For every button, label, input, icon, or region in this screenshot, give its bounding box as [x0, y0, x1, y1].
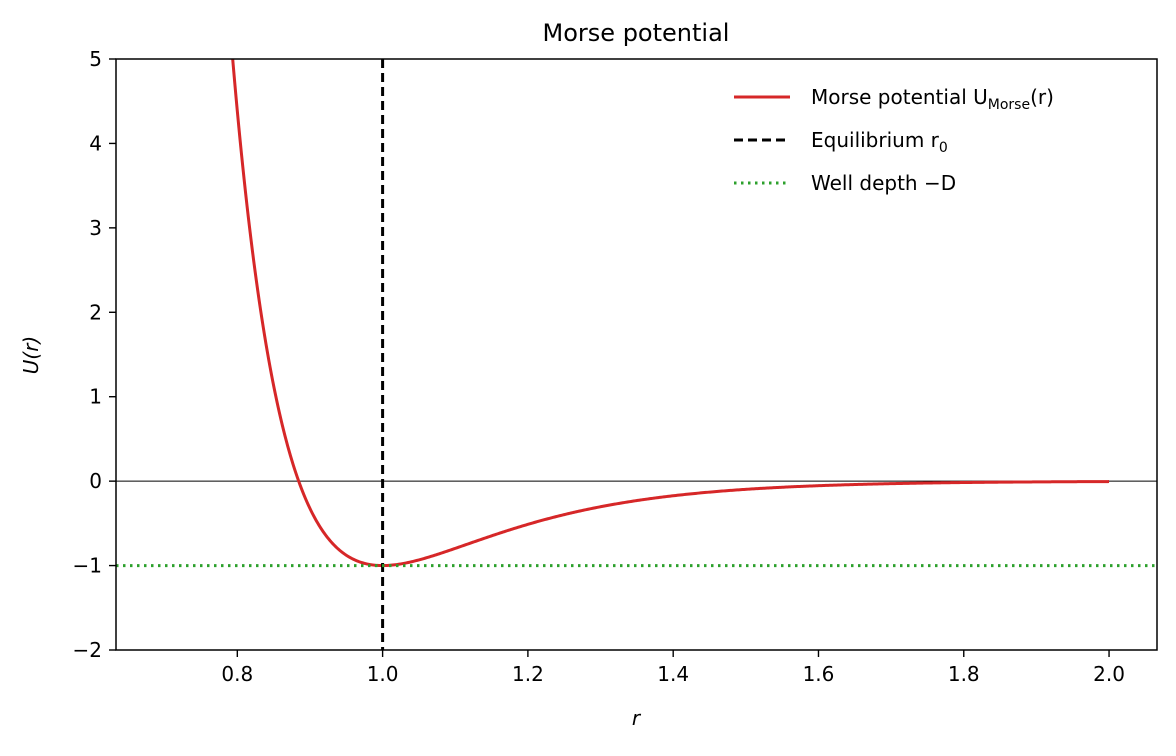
x-tick-label: 1.6	[803, 662, 835, 686]
x-tick-label: 1.8	[948, 662, 980, 686]
morse-potential-line	[231, 59, 1110, 568]
y-tick-label: 3	[89, 216, 102, 240]
x-tick-label: 0.8	[221, 662, 253, 686]
plot-frame	[115, 58, 1158, 651]
x-axis: 0.8 1.0 1.2 1.4 1.6 1.8 2.0	[221, 650, 1125, 686]
x-tick-label: 1.4	[657, 662, 689, 686]
legend-morse-label: Morse potential UMorse(r)	[811, 85, 1054, 113]
chart-title: Morse potential	[543, 19, 730, 47]
y-tick-label: 4	[89, 131, 102, 155]
y-tick-label: 0	[89, 469, 102, 493]
y-tick-label: 2	[89, 300, 102, 324]
legend: Morse potential UMorse(r) Equilibrium r0 W…	[734, 85, 1054, 195]
legend-well-depth-label: Well depth −D	[811, 171, 956, 195]
y-tick-label: 5	[89, 47, 102, 71]
x-tick-label: 1.0	[367, 662, 399, 686]
y-tick-label: 1	[89, 385, 102, 409]
x-tick-label: 1.2	[512, 662, 544, 686]
y-axis: −2 −1 0 1 2 3 4 5	[73, 47, 116, 662]
x-tick-label: 2.0	[1093, 662, 1125, 686]
x-axis-title: r	[632, 706, 642, 730]
plot-area	[116, 59, 1157, 650]
y-axis-title: U(r)	[19, 336, 43, 374]
legend-equilibrium-label: Equilibrium r0	[811, 128, 948, 156]
y-tick-label: −2	[73, 638, 102, 662]
y-tick-label: −1	[73, 554, 102, 578]
